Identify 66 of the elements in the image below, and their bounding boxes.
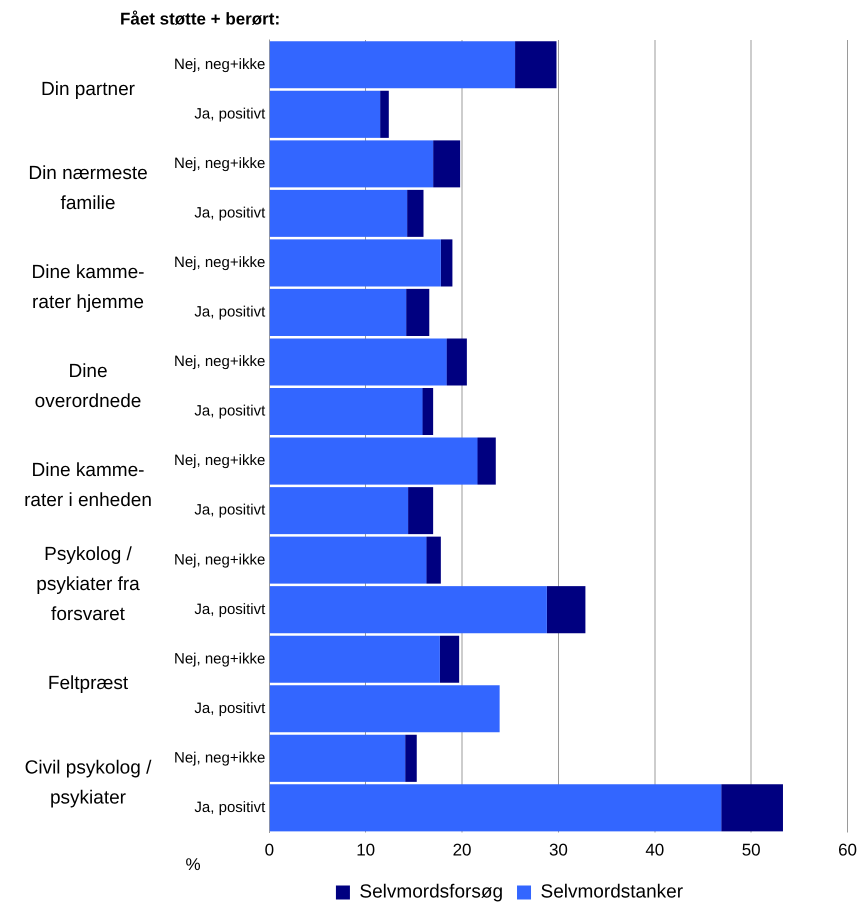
y-tick-label: Ja, positivt [194,402,266,420]
bar [380,90,389,138]
y-tick-label: Nej, neg+ikke [174,353,266,370]
bar [270,734,406,782]
x-axis-title: % [185,854,201,874]
bar [405,734,417,782]
bar [422,388,434,436]
text: Feltpræst [48,673,129,694]
y-tick-label: Nej, neg+ikke [174,650,266,668]
bar [270,536,426,584]
x-tick-label: 0 [264,840,274,860]
y-tick-label: Nej, neg+ikke [174,551,266,568]
bar [406,288,430,336]
bar [270,487,408,534]
text: Psykolog / psykiater fra forsvaret [36,544,140,626]
bar [440,239,452,286]
bar [270,288,406,336]
bar [426,536,441,584]
bar [515,41,556,88]
y-tick-label: Ja, positivt [194,798,266,816]
bar [477,438,496,485]
bar [270,438,478,485]
bar [270,41,516,88]
y-tick-label: Nej, neg+ikke [174,452,266,470]
legend-label: Selvmordstanker [540,882,684,903]
bar [270,90,380,138]
bar [407,190,424,237]
y-tick-label: Nej, neg+ikke [174,56,266,73]
bar [446,338,467,386]
text: Civil psykolog / psykiater [24,757,152,808]
y-tick-label: Ja, positivt [194,105,266,122]
text: Din partner [41,78,136,100]
text: Dine kamme- rater hjemme [32,262,144,313]
x-tick-label: 40 [645,840,664,860]
bar [270,685,500,732]
y-tick-label: Ja, positivt [194,700,266,717]
y-tick-label: Ja, positivt [194,304,266,321]
bar [270,190,408,237]
bar [270,784,722,832]
bar [270,140,434,188]
y-tick-label: Ja, positivt [194,502,266,519]
bar [440,636,460,683]
text: Dine overordnede [34,360,142,412]
x-tick-label: 60 [838,840,858,860]
legend-label: Selvmordsforsøg [359,882,504,903]
bar [721,784,783,832]
y-tick-label: Nej, neg+ikke [174,154,266,172]
bar [408,487,434,534]
text: Din nærmeste familie [28,162,148,214]
bar [270,636,440,683]
bar [546,586,586,634]
y-tick-label: Nej, neg+ikke [174,254,266,272]
x-tick-label: 20 [452,840,472,860]
bar [270,338,447,386]
bar [270,388,423,436]
bar [270,239,441,286]
y-tick-label: Nej, neg+ikke [174,749,266,766]
bar [270,586,547,634]
chart-title: Fået støtte + berørt: [120,10,280,29]
x-tick-label: 30 [548,840,568,860]
bar [433,140,460,188]
y-tick-label: Ja, positivt [194,600,266,618]
text: Dine kamme- rater i enheden [24,460,152,512]
x-tick-label: 50 [742,840,761,860]
x-tick-label: 10 [356,840,376,860]
y-tick-label: Ja, positivt [194,204,266,222]
